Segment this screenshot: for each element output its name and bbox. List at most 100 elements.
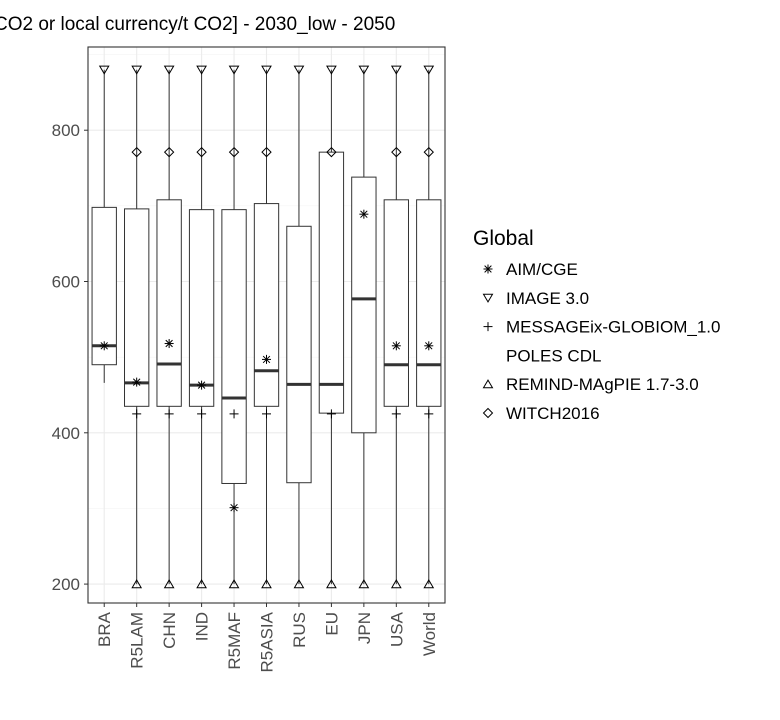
legend-entry: REMIND-MAgPIE 1.7-3.0 [482, 375, 699, 394]
iqr-box [253, 203, 280, 407]
x-tick-label-usa: USA [387, 611, 406, 647]
point-ind-triangle-up-icon [196, 579, 207, 589]
x-tick-label-bra: BRA [95, 611, 114, 647]
iqr-box [124, 208, 150, 407]
point-eu-triangle-down-icon [326, 65, 337, 75]
legend-label: IMAGE 3.0 [506, 289, 589, 308]
legend-entry: AIM/CGE [483, 260, 578, 279]
iqr-box [91, 206, 117, 366]
point-r5asia-diamond-icon [261, 146, 272, 158]
box-r5maf [221, 69, 247, 585]
box-chn [156, 69, 182, 585]
x-tick-label-chn: CHN [160, 612, 179, 649]
x-tick-label-world: World [420, 612, 439, 656]
point-jpn-triangle-down-icon [358, 65, 370, 75]
iqr-box [188, 209, 215, 407]
point-ind-diamond-icon [196, 146, 207, 158]
box-jpn [351, 69, 377, 585]
point-r5lam-diamond-icon [131, 146, 142, 158]
box-eu [318, 69, 345, 585]
point-r5maf-triangle-up-icon [228, 579, 240, 589]
point-r5asia-triangle-down-icon [261, 65, 272, 75]
point-world-triangle-up-icon [423, 579, 435, 589]
iqr-box [416, 199, 442, 407]
point-r5lam-plus-icon [132, 409, 142, 419]
point-r5maf-plus-icon [229, 409, 239, 419]
legend-label: REMIND-MAgPIE 1.7-3.0 [506, 375, 699, 394]
iqr-box [156, 199, 182, 407]
legend-asterisk-icon [483, 264, 493, 274]
iqr-box [318, 151, 345, 414]
box-rus [286, 69, 312, 585]
box-r5asia [253, 69, 280, 585]
point-usa-triangle-up-icon [390, 579, 402, 589]
legend-plus-icon [483, 322, 493, 332]
legend-label: MESSAGEix-GLOBIOM_1.0 [506, 318, 720, 337]
point-usa-triangle-down-icon [390, 65, 402, 75]
legend-label: POLES CDL [506, 346, 601, 365]
point-r5maf-triangle-down-icon [228, 65, 240, 75]
iqr-box [351, 176, 377, 434]
legend-triangle-down-icon [482, 293, 494, 303]
legend-title: Global [473, 227, 534, 250]
model-points [98, 65, 435, 589]
point-bra-asterisk-icon [99, 341, 109, 351]
point-usa-diamond-icon [391, 146, 402, 158]
point-chn-asterisk-icon [164, 339, 174, 349]
point-jpn-triangle-up-icon [358, 579, 370, 589]
box-r5lam [124, 69, 150, 585]
legend-entry: POLES CDL [506, 346, 601, 365]
x-tick-label-jpn: JPN [355, 612, 374, 644]
point-r5maf-diamond-icon [228, 146, 240, 158]
y-tick-label: 200 [52, 575, 80, 594]
point-world-plus-icon [424, 409, 434, 419]
box-world [416, 69, 442, 585]
point-r5asia-asterisk-icon [262, 354, 271, 364]
point-chn-plus-icon [164, 409, 174, 419]
y-axis: 200 400 600 800 [52, 121, 88, 594]
legend: Global AIM/CGE IMAGE 3.0 MESSAGEix-GLOBIOM… [473, 227, 720, 423]
legend-label: AIM/CGE [506, 260, 578, 279]
point-rus-triangle-down-icon [293, 65, 305, 75]
point-world-asterisk-icon [424, 341, 434, 351]
chart-title: CO2 or local currency/t CO2] - 2030_low … [0, 14, 395, 35]
legend-triangle-up-icon [482, 379, 494, 389]
point-ind-triangle-down-icon [196, 65, 207, 75]
point-r5asia-triangle-up-icon [261, 579, 272, 589]
point-r5lam-triangle-up-icon [131, 579, 143, 589]
y-tick-label: 600 [52, 273, 80, 292]
point-eu-diamond-icon [326, 146, 337, 158]
y-tick-label: 800 [52, 121, 80, 140]
point-ind-plus-icon [197, 409, 207, 419]
point-bra-triangle-down-icon [98, 65, 110, 75]
legend-label: WITCH2016 [506, 404, 600, 423]
x-tick-label-r5asia: R5ASIA [258, 611, 277, 672]
point-jpn-asterisk-icon [359, 209, 369, 219]
box-ind [188, 69, 215, 585]
point-chn-triangle-down-icon [163, 65, 175, 75]
point-rus-triangle-up-icon [293, 579, 305, 589]
point-usa-plus-icon [391, 409, 401, 419]
box-bra [91, 69, 117, 383]
iqr-box [286, 225, 312, 484]
x-axis: BRA R5LAM CHN IND R5MAF R5ASIA RUS EU JPN USA Worl… [95, 603, 439, 672]
point-r5asia-plus-icon [262, 409, 271, 419]
point-world-diamond-icon [423, 146, 434, 158]
y-tick-label: 400 [52, 424, 80, 443]
x-tick-label-rus: RUS [290, 612, 309, 648]
point-ind-asterisk-icon [197, 380, 207, 390]
point-r5maf-asterisk-icon [229, 503, 239, 513]
boxplot-boxes [91, 69, 442, 585]
legend-entry: WITCH2016 [482, 404, 600, 423]
x-tick-label-ind: IND [193, 612, 212, 641]
box-usa [383, 69, 409, 585]
point-eu-triangle-up-icon [326, 579, 337, 589]
iqr-box [221, 209, 247, 484]
point-chn-triangle-up-icon [163, 579, 175, 589]
point-world-triangle-down-icon [423, 65, 435, 75]
x-tick-label-r5maf: R5MAF [225, 612, 244, 670]
point-chn-diamond-icon [163, 146, 175, 158]
legend-entry: MESSAGEix-GLOBIOM_1.0 [483, 318, 720, 337]
point-usa-asterisk-icon [391, 341, 401, 351]
